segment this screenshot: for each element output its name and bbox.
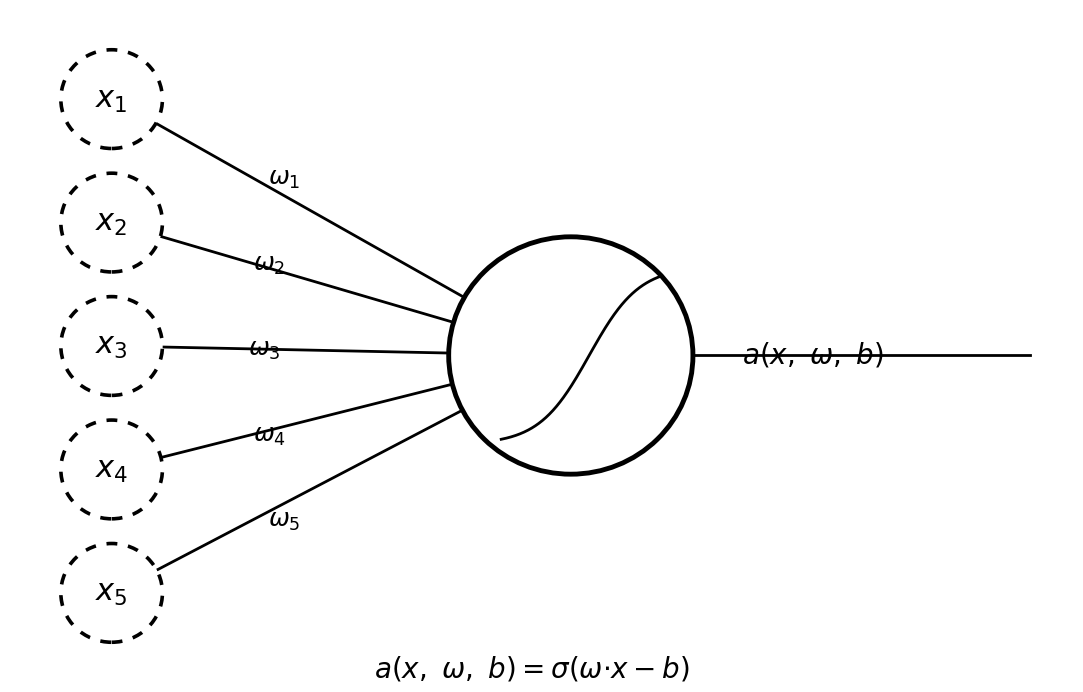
Text: $\omega_1$: $\omega_1$ xyxy=(268,168,300,191)
Circle shape xyxy=(61,297,162,395)
Circle shape xyxy=(61,543,162,642)
Text: $\omega_5$: $\omega_5$ xyxy=(268,510,300,533)
Text: $x_4$: $x_4$ xyxy=(95,454,128,485)
Circle shape xyxy=(61,50,162,149)
Text: $\omega_3$: $\omega_3$ xyxy=(248,339,282,362)
Text: $x_3$: $x_3$ xyxy=(95,331,128,361)
Text: $x_1$: $x_1$ xyxy=(95,84,128,115)
Text: $\omega_4$: $\omega_4$ xyxy=(253,425,286,448)
Circle shape xyxy=(61,173,162,272)
Text: $x_5$: $x_5$ xyxy=(95,577,128,608)
Text: $x_2$: $x_2$ xyxy=(95,207,128,238)
Text: $\omega_2$: $\omega_2$ xyxy=(253,254,286,277)
Circle shape xyxy=(448,237,693,474)
Circle shape xyxy=(61,420,162,519)
Text: $a(x,\ \omega,\ b)$: $a(x,\ \omega,\ b)$ xyxy=(742,341,884,370)
Text: $a(x,\ \omega,\ b) = \sigma(\omega{\cdot}x - b)$: $a(x,\ \omega,\ b) = \sigma(\omega{\cdot… xyxy=(374,654,690,683)
